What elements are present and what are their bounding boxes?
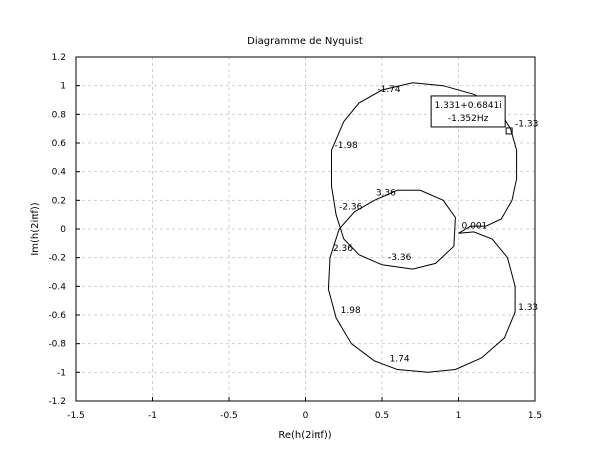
y-tick-label: 0.2 bbox=[52, 196, 66, 206]
x-tick-label: 1.5 bbox=[528, 411, 542, 421]
frequency-label: 1.33 bbox=[518, 303, 538, 313]
datatip-marker bbox=[505, 127, 513, 135]
frequency-label: -3.36 bbox=[388, 253, 412, 263]
chart-title: Diagramme de Nyquist bbox=[247, 36, 363, 47]
frequency-label: -2.36 bbox=[339, 203, 363, 213]
y-tick-label: 1 bbox=[60, 82, 66, 92]
frequency-label: 0.001 bbox=[462, 221, 488, 231]
y-tick-label: 0.8 bbox=[52, 110, 67, 120]
y-tick-label: -1.2 bbox=[48, 397, 66, 407]
y-tick-label: -0.4 bbox=[48, 282, 66, 292]
x-axis-label: Re(h(2iπf)) bbox=[278, 430, 331, 441]
datatip-text: -1.352Hz bbox=[448, 114, 489, 124]
plot-frame bbox=[75, 56, 536, 402]
datatip-text: 1.331+0.6841i bbox=[434, 101, 501, 111]
frequency-label: -1.33 bbox=[515, 120, 538, 130]
y-tick-label: 0.4 bbox=[52, 168, 67, 178]
frequency-label: -1.74 bbox=[377, 85, 401, 95]
frequency-label: 1.74 bbox=[390, 355, 410, 365]
x-tick-label: 1 bbox=[456, 411, 462, 421]
datatip-box bbox=[430, 95, 506, 128]
y-tick-label: -1 bbox=[57, 368, 66, 378]
y-tick-label: -0.2 bbox=[48, 254, 66, 264]
y-tick-label: 1.2 bbox=[52, 53, 66, 63]
x-tick-label: -0.5 bbox=[220, 411, 238, 421]
frequency-label: 3.36 bbox=[376, 188, 396, 198]
y-axis-label: Im(h(2iπf)) bbox=[30, 202, 41, 255]
y-tick-label: -0.8 bbox=[48, 340, 66, 350]
frequency-label: 2.36 bbox=[333, 244, 353, 254]
y-tick-label: 0 bbox=[60, 225, 66, 235]
frequency-label: 1.98 bbox=[341, 306, 361, 316]
x-tick-label: 0 bbox=[303, 411, 309, 421]
x-tick-label: -1.5 bbox=[67, 411, 85, 421]
frequency-label: -1.98 bbox=[335, 141, 359, 151]
x-tick-label: 0.5 bbox=[375, 411, 389, 421]
y-tick-label: -0.6 bbox=[48, 311, 66, 321]
y-tick-label: 0.6 bbox=[52, 139, 67, 149]
x-tick-label: -1 bbox=[148, 411, 157, 421]
